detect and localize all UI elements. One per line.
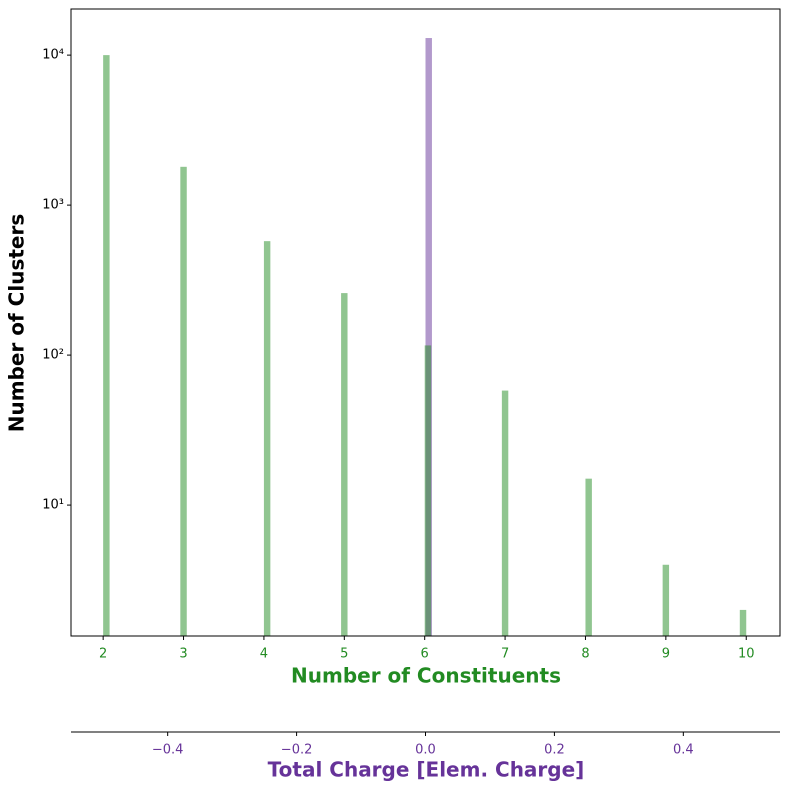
x2-axis-label: Total Charge [Elem. Charge] bbox=[268, 758, 585, 782]
bar bbox=[180, 166, 187, 636]
bar bbox=[263, 241, 271, 636]
bar bbox=[425, 38, 432, 636]
x-axis-label: Number of Constituents bbox=[291, 664, 561, 688]
y-axis-label: Number of Clusters bbox=[5, 214, 29, 433]
bar bbox=[739, 609, 747, 636]
bar bbox=[501, 390, 509, 636]
x-tick-label: 7 bbox=[501, 647, 509, 662]
x-tick-label: 10 bbox=[738, 647, 755, 662]
y-tick-label: 10² bbox=[42, 348, 64, 363]
x-tick-label: 4 bbox=[260, 647, 268, 662]
x-tick-label: 2 bbox=[99, 647, 107, 662]
y-tick-label: 10³ bbox=[42, 198, 64, 213]
y-tick-label: 10¹ bbox=[42, 498, 64, 513]
x2-tick-label: −0.2 bbox=[281, 743, 313, 758]
x-tick-label: 9 bbox=[662, 647, 670, 662]
x-tick-label: 3 bbox=[179, 647, 187, 662]
bar bbox=[341, 293, 348, 636]
bar bbox=[662, 564, 670, 636]
x-tick-label: 6 bbox=[421, 647, 429, 662]
x-tick-label: 5 bbox=[340, 647, 348, 662]
bar bbox=[585, 478, 592, 636]
x2-tick-label: 0.4 bbox=[673, 743, 694, 758]
y-tick-label: 10⁴ bbox=[42, 48, 64, 63]
plot-frame bbox=[70, 8, 781, 637]
bar bbox=[424, 345, 432, 636]
bar bbox=[103, 55, 110, 636]
x2-tick-label: −0.4 bbox=[152, 743, 184, 758]
x2-tick-label: 0.0 bbox=[415, 743, 436, 758]
x2-tick-label: 0.2 bbox=[544, 743, 565, 758]
x-tick-label: 8 bbox=[581, 647, 589, 662]
